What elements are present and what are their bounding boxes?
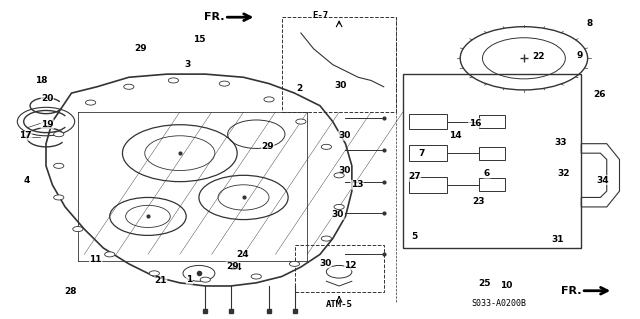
Text: 11: 11 xyxy=(90,255,102,263)
Bar xyxy=(409,177,447,193)
Bar xyxy=(294,245,384,292)
Circle shape xyxy=(86,100,96,105)
Text: 19: 19 xyxy=(41,120,54,129)
Text: FR.: FR. xyxy=(561,286,581,296)
Text: 24: 24 xyxy=(236,250,248,259)
Text: 17: 17 xyxy=(19,131,32,140)
Text: 29: 29 xyxy=(134,44,147,53)
Text: 6: 6 xyxy=(484,169,490,178)
Text: 27: 27 xyxy=(408,172,420,182)
Circle shape xyxy=(334,204,344,210)
Text: 9: 9 xyxy=(577,51,583,60)
Circle shape xyxy=(220,81,230,86)
Circle shape xyxy=(321,144,332,149)
Circle shape xyxy=(54,195,64,200)
Bar xyxy=(479,147,505,160)
Text: 24: 24 xyxy=(230,263,242,272)
Text: 2: 2 xyxy=(296,84,303,93)
Text: 30: 30 xyxy=(338,166,351,175)
Circle shape xyxy=(54,163,64,168)
Text: 23: 23 xyxy=(472,197,484,206)
Text: 7: 7 xyxy=(419,149,425,158)
Text: 10: 10 xyxy=(500,281,513,291)
Text: 26: 26 xyxy=(593,90,605,99)
Text: 15: 15 xyxy=(193,35,205,44)
Text: 13: 13 xyxy=(351,180,364,189)
Bar xyxy=(479,178,505,191)
Circle shape xyxy=(104,252,115,257)
Text: 14: 14 xyxy=(449,131,462,140)
Text: 30: 30 xyxy=(338,131,351,140)
Bar xyxy=(403,74,581,248)
Text: 3: 3 xyxy=(184,60,191,69)
Bar xyxy=(282,17,396,112)
Circle shape xyxy=(168,78,179,83)
Text: 25: 25 xyxy=(478,279,491,288)
Text: 30: 30 xyxy=(335,81,348,90)
Text: 1: 1 xyxy=(186,275,193,284)
Circle shape xyxy=(149,271,159,276)
Bar xyxy=(409,145,447,161)
Text: 5: 5 xyxy=(411,232,417,241)
Text: 16: 16 xyxy=(468,119,481,128)
Circle shape xyxy=(54,132,64,137)
Circle shape xyxy=(321,236,332,241)
Text: 28: 28 xyxy=(64,287,76,296)
Text: 4: 4 xyxy=(24,175,30,185)
Text: 31: 31 xyxy=(552,235,564,244)
Circle shape xyxy=(296,119,306,124)
Text: S033-A0200B: S033-A0200B xyxy=(471,299,526,308)
Text: 34: 34 xyxy=(596,175,609,185)
Text: 12: 12 xyxy=(344,261,357,270)
Text: 30: 30 xyxy=(319,259,332,268)
Bar xyxy=(479,115,505,128)
Circle shape xyxy=(200,277,211,282)
Text: 18: 18 xyxy=(35,76,47,85)
Text: 20: 20 xyxy=(41,94,54,103)
Text: 32: 32 xyxy=(558,169,570,178)
Bar xyxy=(409,114,447,130)
Circle shape xyxy=(289,261,300,266)
Circle shape xyxy=(334,173,344,178)
Circle shape xyxy=(73,226,83,232)
Text: ATM-5: ATM-5 xyxy=(326,300,353,309)
Circle shape xyxy=(251,274,261,279)
Text: 30: 30 xyxy=(332,210,344,219)
Text: 29: 29 xyxy=(261,142,274,151)
Text: 22: 22 xyxy=(532,52,545,61)
Text: 21: 21 xyxy=(154,276,167,285)
Circle shape xyxy=(124,84,134,89)
Text: 33: 33 xyxy=(555,137,567,147)
Text: E-7: E-7 xyxy=(312,11,328,20)
Text: FR.: FR. xyxy=(204,12,225,22)
Text: 29: 29 xyxy=(226,262,238,271)
Circle shape xyxy=(264,97,274,102)
Text: 8: 8 xyxy=(586,19,593,28)
